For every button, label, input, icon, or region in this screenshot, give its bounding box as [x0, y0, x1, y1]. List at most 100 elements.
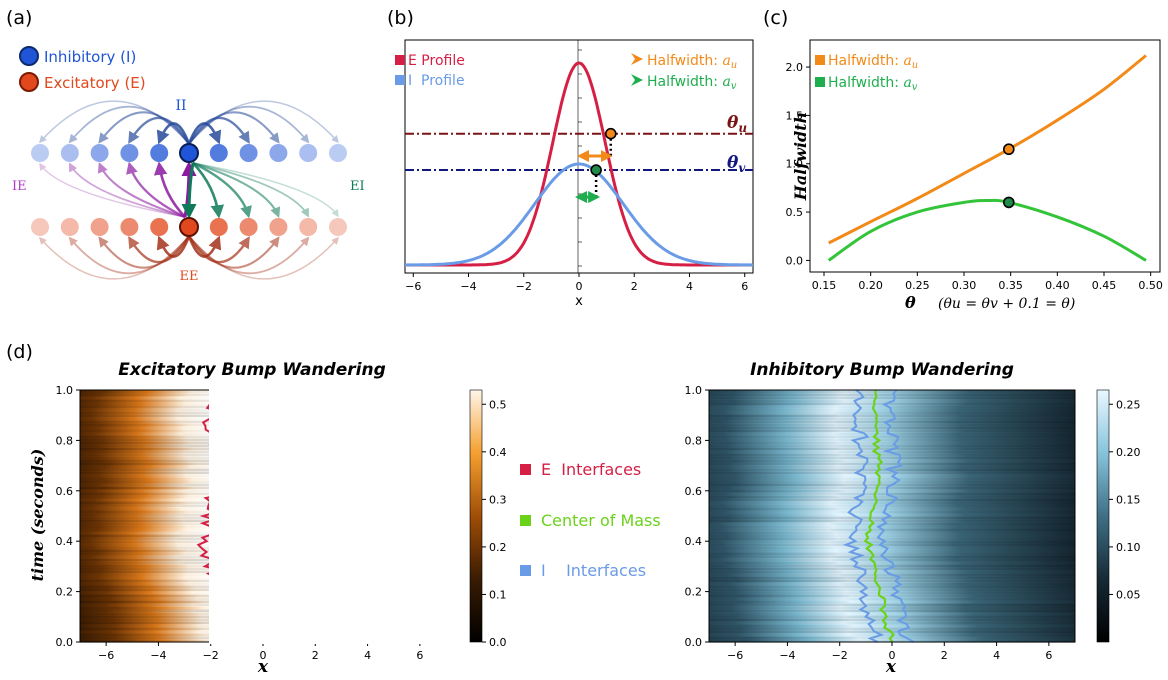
excitatory-neuron	[90, 218, 109, 236]
x-tick-label: 6	[416, 649, 423, 662]
heatmap-strip	[511, 447, 1168, 451]
ii-connection	[188, 111, 280, 145]
heatmap-strip	[501, 501, 1168, 505]
au-marker	[1002, 143, 1015, 156]
ie-connection	[39, 162, 186, 218]
heatmap-strip	[510, 519, 1168, 523]
au-intersection-marker	[604, 127, 617, 140]
y-tick-label: 1.5	[786, 109, 804, 122]
ei-connection	[192, 161, 252, 219]
av-curve	[827, 198, 1147, 262]
colorbar-tick-label: 0.10	[1116, 541, 1141, 554]
colorbar-tick-label: 0.20	[1116, 446, 1141, 459]
heatmap-strip	[506, 426, 1168, 430]
excitatory-neuron	[329, 218, 347, 236]
heatmap-strip	[506, 468, 1168, 472]
heatmap-strip	[515, 399, 1168, 403]
colorbar-tick-label: 0.25	[1116, 398, 1141, 411]
heatmap-strip	[505, 408, 1168, 412]
heatmap-strip	[511, 609, 1168, 613]
right-interface-line	[876, 389, 915, 643]
right-x-axis-label: x	[885, 657, 897, 677]
e-interfaces-legend-swatch	[520, 464, 531, 475]
heatmap-strip	[503, 420, 1168, 424]
x-tick-label: −2	[832, 649, 848, 662]
ei-label: EI	[350, 179, 365, 194]
halfwidth-au-legend-icon	[631, 53, 643, 65]
heatmap-strip	[516, 459, 1168, 463]
inhibitory-neuron	[329, 144, 347, 162]
ii-connection	[188, 105, 310, 145]
panel-a-label: (a)	[6, 7, 32, 29]
x-tick-label: 0.50	[1138, 279, 1163, 292]
heatmap-strip	[518, 579, 1168, 583]
x-tick-label: −4	[779, 649, 795, 662]
excitatory-legend-label: Excitatory (E)	[44, 74, 146, 92]
excitatory-legend-icon	[19, 72, 39, 92]
x-tick-label: 0.20	[858, 279, 883, 292]
heatmap-strip	[503, 498, 1168, 502]
i-profile-legend-label: I Profile	[408, 73, 465, 89]
colorbar-tick-label: 0.15	[1116, 493, 1141, 506]
inhibitory-neuron	[120, 144, 139, 162]
mask-left	[0, 388, 80, 644]
x-tick-label: −6	[98, 649, 114, 662]
ii-connection	[38, 100, 190, 145]
right-heatmap-title: Inhibitory Bump Wandering	[750, 360, 1014, 380]
colorbar-tick-label: 0.05	[1116, 588, 1141, 601]
heatmap-strip	[515, 570, 1168, 574]
left-y-axis-label: time (seconds)	[28, 449, 47, 582]
panel-b-label: (b)	[387, 7, 414, 29]
heatmap-strip	[524, 624, 1168, 628]
heatmap-strip	[520, 627, 1168, 631]
heatmap-strip	[510, 513, 1168, 517]
inhibitory-neuron	[31, 144, 49, 162]
heatmap-strip	[515, 615, 1168, 619]
y-tick-label: 0.0	[685, 636, 703, 649]
heatmap-strip	[508, 552, 1168, 556]
x-tick-label: 0.35	[998, 279, 1023, 292]
colorbar-tick-label: 0.1	[489, 588, 507, 601]
colorbar-tick-label: 0.3	[489, 493, 507, 506]
inhibitory-neuron	[209, 144, 228, 162]
ii-connection	[156, 122, 191, 145]
heatmap-strip	[507, 516, 1168, 520]
heatmap-strip	[506, 405, 1168, 409]
i-interfaces-legend-swatch	[520, 565, 531, 576]
y-tick-label: 0.4	[56, 535, 74, 548]
x-tick-label: 0.25	[905, 279, 930, 292]
heatmap-strip	[499, 528, 1168, 532]
left-x-axis-label: x	[257, 657, 269, 677]
excitatory-neuron	[31, 218, 49, 236]
au-legend-label: Halfwidth: au	[828, 53, 918, 71]
heatmap-strip	[518, 633, 1168, 637]
excitatory-neuron	[209, 218, 228, 236]
heatmap-strip	[516, 474, 1168, 478]
y-tick-label: 1.0	[786, 158, 804, 171]
heatmap-strip	[506, 435, 1168, 439]
inhibitory-neuron	[299, 144, 318, 162]
e-profile-legend-label: E Profile	[408, 53, 465, 69]
x-tick-label: 0.40	[1045, 279, 1070, 292]
heatmap-strip	[515, 588, 1168, 592]
inhibitory-legend-icon	[19, 46, 39, 66]
heatmap-strip	[504, 492, 1168, 496]
inhibitory-legend-label: Inhibitory (I)	[44, 48, 136, 66]
heatmap-strip	[511, 606, 1168, 610]
y-axis-label: Halfwidth	[791, 112, 810, 202]
heatmap-strip	[505, 549, 1168, 553]
x-tick-label: 0.45	[1092, 279, 1117, 292]
ei-connection	[192, 162, 225, 219]
heatmap-strip	[521, 594, 1168, 598]
heatmap-strip	[515, 591, 1168, 595]
x-tick-label: 0.30	[952, 279, 977, 292]
heatmap-strip	[501, 555, 1168, 559]
x-tick-label: 4	[993, 649, 1000, 662]
y-tick-label: 0.6	[56, 485, 74, 498]
ee-connection	[128, 235, 191, 264]
excitatory-neuron	[239, 218, 258, 236]
e-profile-line	[405, 61, 753, 267]
mask-left	[209, 388, 709, 644]
inhibitory-neuron	[179, 143, 199, 163]
au-legend-swatch	[815, 55, 825, 65]
